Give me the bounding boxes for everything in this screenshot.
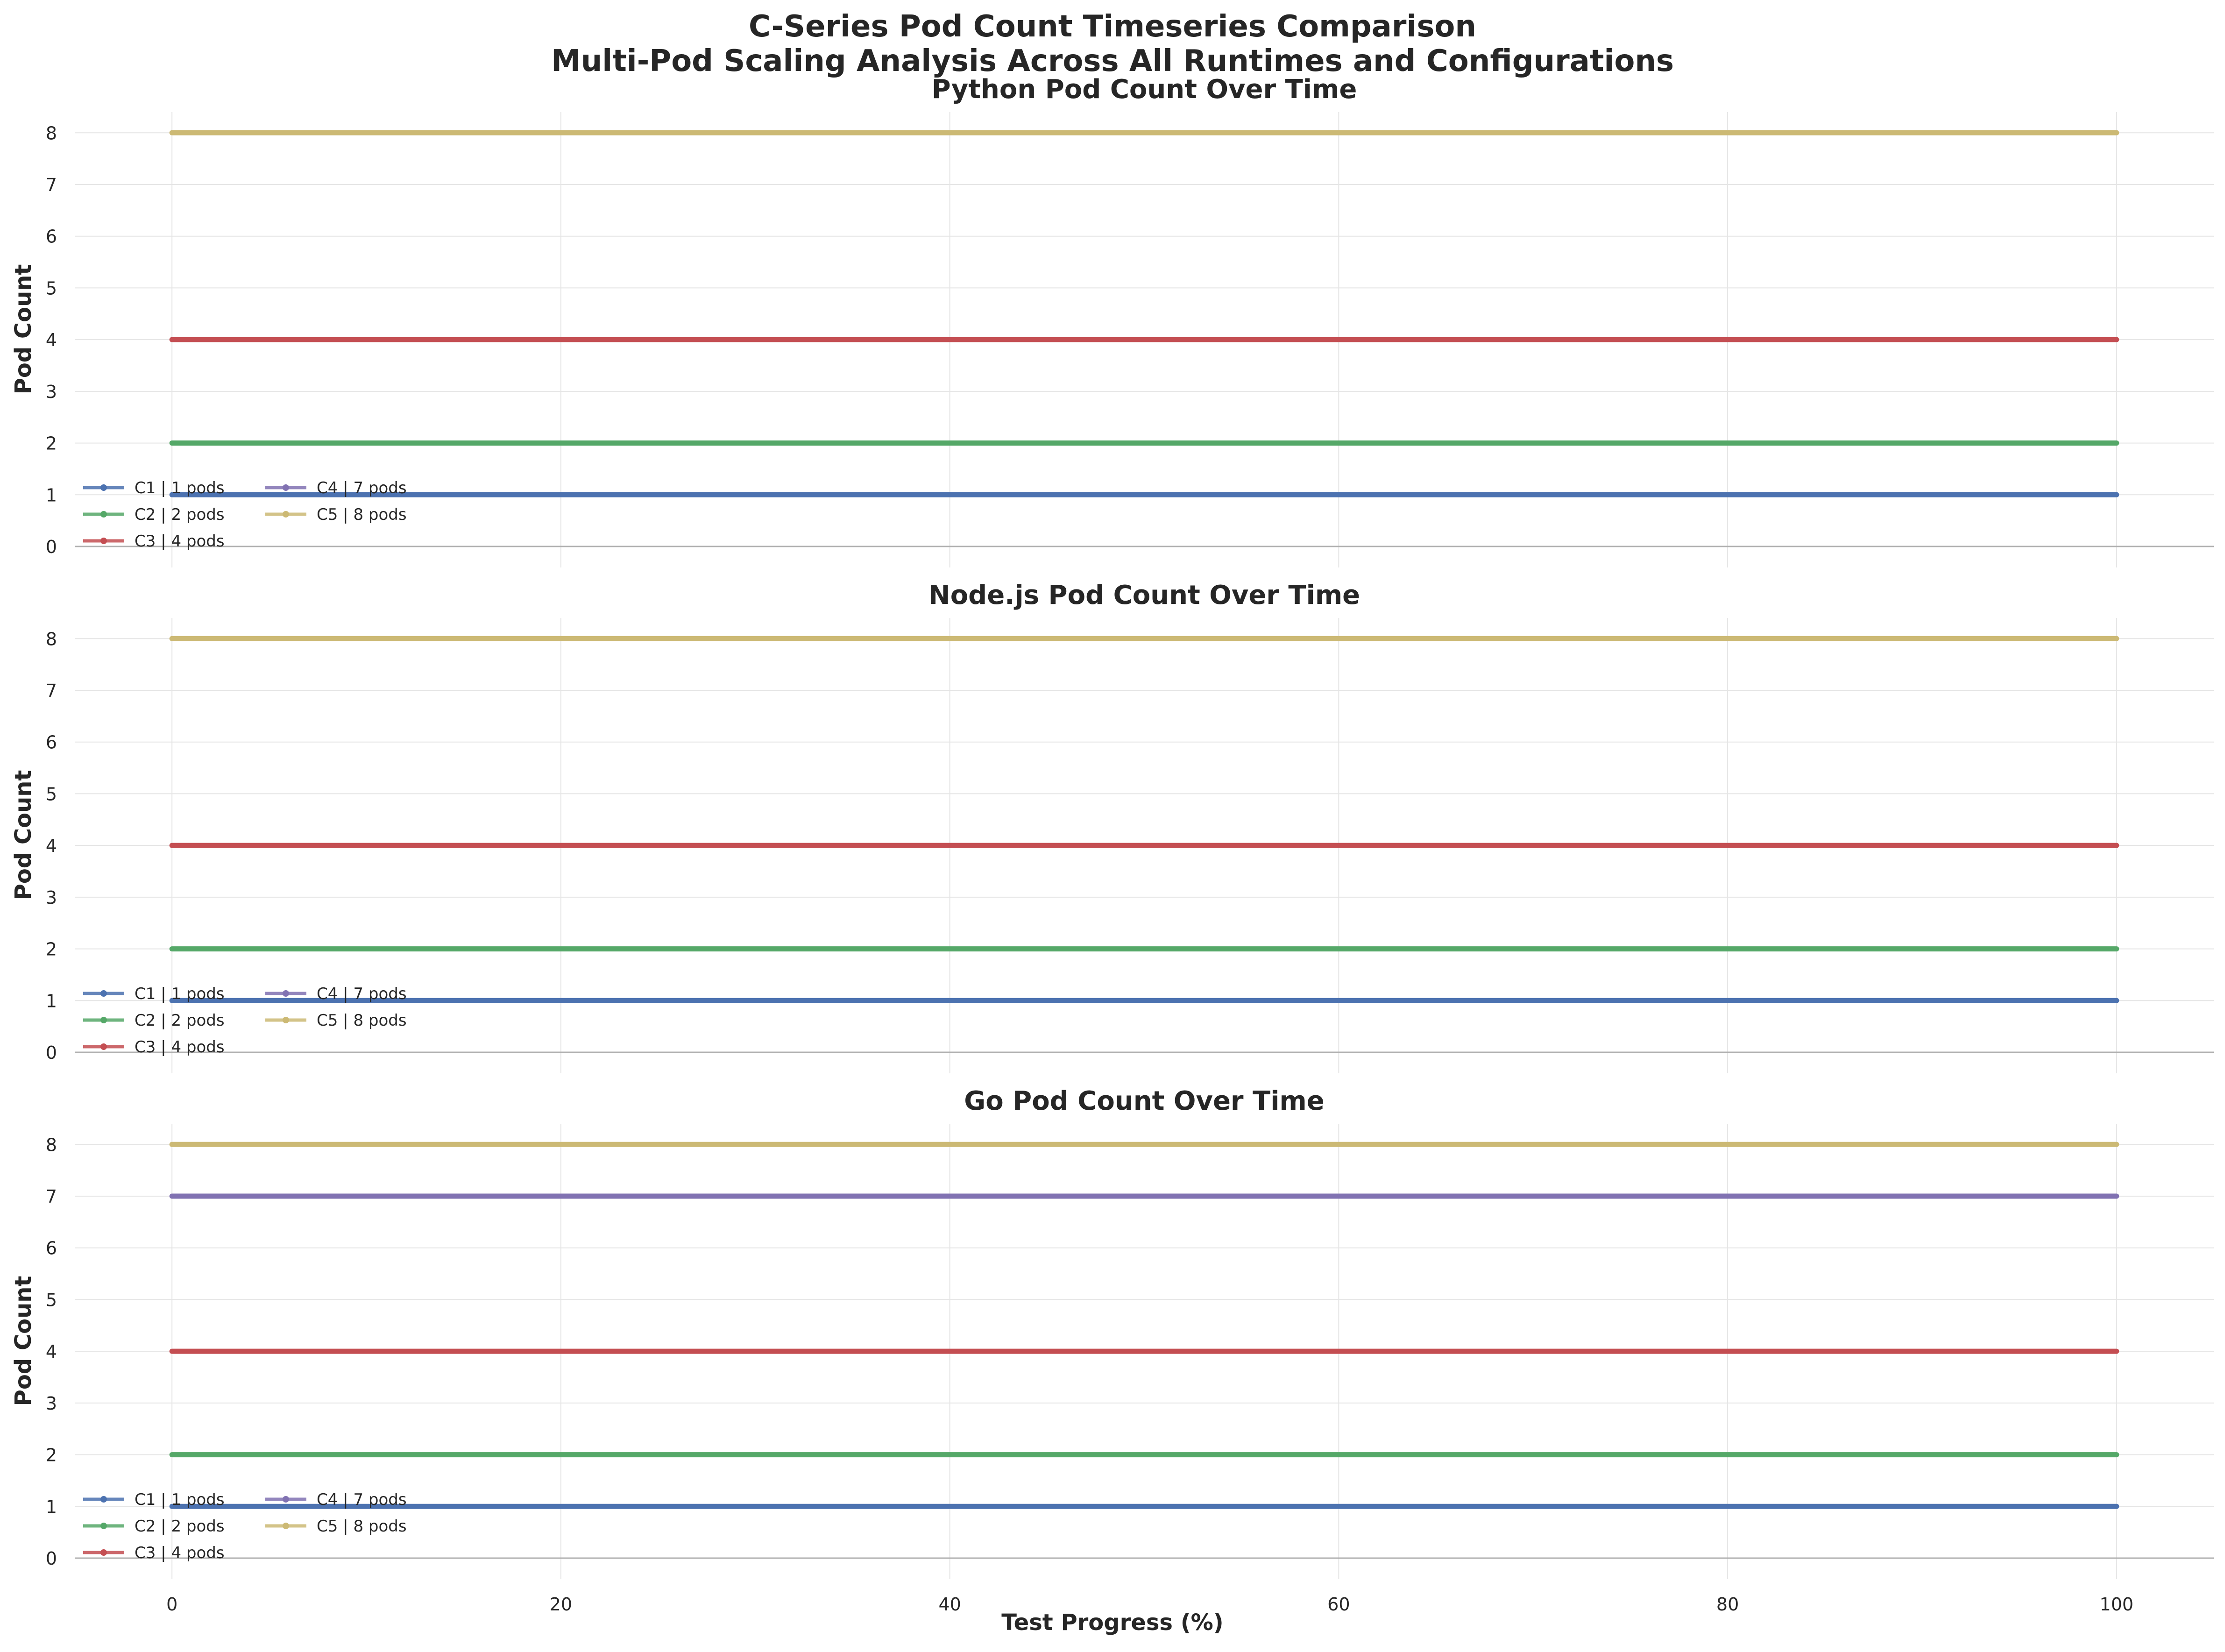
panel-title: Python Pod Count Over Time	[932, 74, 1357, 105]
legend-marker-c3	[100, 538, 107, 544]
y-tick-label: 6	[46, 732, 57, 753]
y-axis-label: Pod Count	[10, 1276, 36, 1406]
x-tick-label: 100	[2100, 1594, 2134, 1615]
x-tick-label: 20	[550, 1594, 572, 1615]
legend-label-c3: C3 | 4 pods	[135, 532, 225, 551]
y-tick-label: 8	[46, 629, 57, 649]
legend-label-c5: C5 | 8 pods	[317, 1517, 407, 1536]
y-tick-label: 4	[46, 836, 57, 856]
y-tick-label: 0	[46, 537, 57, 557]
legend-marker-c3	[100, 1043, 107, 1050]
legend-label-c5: C5 | 8 pods	[317, 1011, 407, 1030]
y-tick-label: 7	[46, 681, 57, 701]
legend-marker-c2	[100, 1523, 107, 1529]
y-tick-label: 6	[46, 1238, 57, 1259]
legend-label-c2: C2 | 2 pods	[135, 1011, 225, 1030]
y-tick-label: 7	[46, 175, 57, 195]
y-tick-label: 1	[46, 1496, 57, 1517]
legend-marker-c5	[283, 511, 289, 518]
legend: C1 | 1 pods C2 | 2 pods C3 | 4 pods C4 | 7 …	[83, 479, 407, 551]
y-axis-label: Pod Count	[10, 770, 36, 900]
legend-label-c4: C4 | 7 pods	[317, 1490, 407, 1509]
x-tick-label: 60	[1327, 1594, 1350, 1615]
legend: C1 | 1 pods C2 | 2 pods C3 | 4 pods C4 | 7 …	[83, 985, 407, 1056]
legend-label-c3: C3 | 4 pods	[135, 1544, 225, 1562]
x-tick-label: 80	[1716, 1594, 1739, 1615]
y-tick-label: 6	[46, 227, 57, 247]
y-tick-label: 1	[46, 485, 57, 505]
panel-1: 0 1 2 3 4 5 6 7 8 Python Pod Count Over Time Pod C…	[10, 74, 2214, 567]
legend-label-c5: C5 | 8 pods	[317, 505, 407, 524]
y-tick-label: 8	[46, 123, 57, 143]
legend-marker-c2	[100, 511, 107, 518]
y-tick-label: 3	[46, 382, 57, 402]
legend-marker-c5	[283, 1523, 289, 1529]
y-tick-label: 0	[46, 1042, 57, 1063]
legend-label-c2: C2 | 2 pods	[135, 505, 225, 524]
panel-2: 0 1 2 3 4 5 6 7 8 Node.js Pod Count Over Time Pod …	[10, 580, 2214, 1073]
y-tick-label: 4	[46, 1341, 57, 1362]
figure-title-line2: Multi-Pod Scaling Analysis Across All Ru…	[551, 44, 1674, 78]
legend-marker-c1	[100, 1496, 107, 1503]
x-axis-label: Test Progress (%)	[1001, 1609, 1223, 1636]
legend-label-c2: C2 | 2 pods	[135, 1517, 225, 1536]
panel-title: Go Pod Count Over Time	[964, 1086, 1325, 1116]
y-tick-label: 7	[46, 1186, 57, 1207]
y-tick-label: 2	[46, 939, 57, 960]
y-tick-label: 0	[46, 1548, 57, 1569]
y-tick-label: 5	[46, 784, 57, 804]
legend-marker-c4	[283, 990, 289, 997]
panels: 0 1 2 3 4 5 6 7 8 Python Pod Count Over Time Pod C…	[10, 74, 2214, 1615]
figure-title-line1: C-Series Pod Count Timeseries Comparison	[749, 9, 1476, 44]
y-tick-label: 5	[46, 278, 57, 298]
x-tick-label: 0	[166, 1594, 177, 1615]
x-tick-label: 40	[938, 1594, 961, 1615]
legend-marker-c1	[100, 990, 107, 997]
legend-marker-c2	[100, 1017, 107, 1023]
y-tick-label: 8	[46, 1134, 57, 1155]
y-tick-label: 2	[46, 1445, 57, 1466]
legend-label-c4: C4 | 7 pods	[317, 479, 407, 497]
legend-marker-c4	[283, 484, 289, 491]
legend-marker-c3	[100, 1549, 107, 1556]
legend-label-c1: C1 | 1 pods	[135, 985, 225, 1003]
panel-3: 0 20 40 60 80 100 0 1 2 3 4 5 6 7 8 Go Pod Count Over T…	[10, 1086, 2214, 1615]
y-tick-label: 2	[46, 433, 57, 454]
legend-marker-c4	[283, 1496, 289, 1503]
legend-label-c3: C3 | 4 pods	[135, 1038, 225, 1056]
legend-marker-c5	[283, 1017, 289, 1023]
y-tick-label: 5	[46, 1290, 57, 1310]
y-tick-label: 3	[46, 1393, 57, 1414]
legend: C1 | 1 pods C2 | 2 pods C3 | 4 pods C4 | 7 …	[83, 1490, 407, 1562]
y-tick-label: 4	[46, 330, 57, 350]
legend-label-c4: C4 | 7 pods	[317, 985, 407, 1003]
y-tick-label: 1	[46, 991, 57, 1011]
y-axis-label: Pod Count	[10, 264, 36, 395]
legend-marker-c1	[100, 484, 107, 491]
panel-title: Node.js Pod Count Over Time	[928, 580, 1360, 610]
y-tick-label: 3	[46, 887, 57, 908]
legend-label-c1: C1 | 1 pods	[135, 479, 225, 497]
legend-label-c1: C1 | 1 pods	[135, 1490, 225, 1509]
